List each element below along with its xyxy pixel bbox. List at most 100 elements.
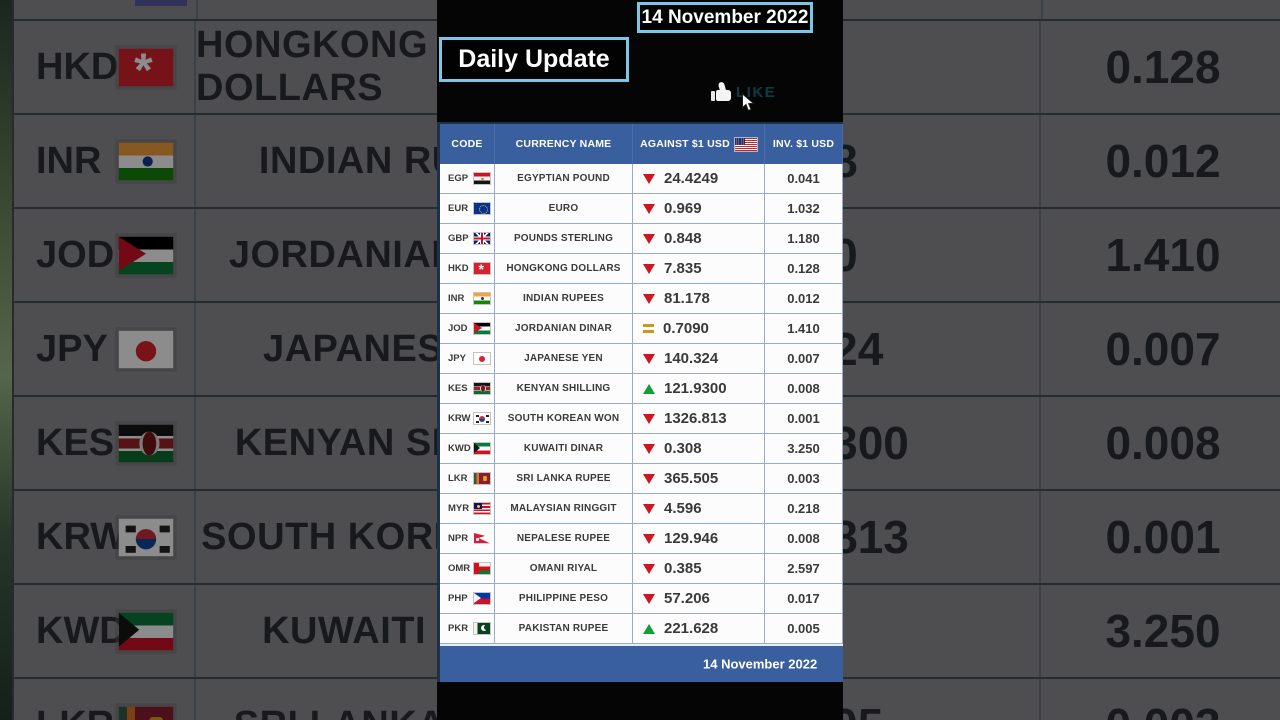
table-row: EGP EGYPTIAN POUND 24.4249 0.041 bbox=[440, 164, 843, 194]
mouse-cursor bbox=[742, 93, 755, 112]
code-cell: GBP bbox=[440, 224, 495, 253]
table-row: PKR PAKISTAN RUPEE 221.628 0.005 bbox=[440, 614, 843, 644]
currency-code: NPR bbox=[448, 533, 469, 544]
currency-code: JPY bbox=[36, 327, 108, 370]
daily-update-badge: Daily Update bbox=[439, 37, 629, 82]
inverse-value: 0.012 bbox=[1105, 135, 1221, 187]
currency-code: EUR bbox=[448, 203, 469, 214]
currency-code: PKR bbox=[448, 623, 469, 634]
table-row: EUR EURO 0.969 1.032 bbox=[440, 194, 843, 224]
inverse-value: 0.005 bbox=[765, 614, 843, 643]
trend-icon bbox=[643, 324, 654, 333]
table-row: JPY JAPANESE YEN 140.324 0.007 bbox=[440, 344, 843, 374]
against-value: 57.206 bbox=[664, 590, 710, 607]
code-cell: HKD bbox=[440, 254, 495, 283]
currency-name: KENYAN SHILLING bbox=[495, 374, 633, 403]
column-divider bbox=[1041, 0, 1043, 19]
against-cell: 4.596 bbox=[633, 494, 765, 523]
currency-name: JAPANESE YEN bbox=[495, 344, 633, 373]
against-value: 0.969 bbox=[664, 200, 702, 217]
code-cell: NPR bbox=[440, 524, 495, 553]
currency-flag-icon bbox=[474, 203, 490, 214]
date-badge: 14 November 2022 bbox=[637, 2, 813, 33]
against-value: 7.835 bbox=[664, 260, 702, 277]
currency-code: JOD bbox=[448, 323, 468, 334]
thumbs-up-icon[interactable] bbox=[709, 82, 733, 103]
footer-date: 14 November 2022 bbox=[703, 656, 818, 672]
header-currency-name: CURRENCY NAME bbox=[495, 124, 633, 164]
code-cell: KES bbox=[440, 374, 495, 403]
against-value: 0.385 bbox=[664, 560, 702, 577]
currency-flag-icon bbox=[474, 563, 490, 574]
against-value: 24.4249 bbox=[664, 170, 719, 187]
inverse-value: 0.003 bbox=[1041, 679, 1280, 720]
currency-code: HKD bbox=[448, 263, 469, 274]
currency-name: OMANI RIYAL bbox=[495, 554, 633, 583]
currency-code: LKR bbox=[448, 473, 468, 484]
inverse-value: 3.250 bbox=[1105, 605, 1221, 657]
code-cell: JOD bbox=[440, 314, 495, 343]
table-row: KRW SOUTH KOREAN WON 1326.813 0.001 bbox=[440, 404, 843, 434]
inverse-value: 0.003 bbox=[765, 464, 843, 493]
against-cell: 7.835 bbox=[633, 254, 765, 283]
inverse-value: 0.007 bbox=[765, 344, 843, 373]
against-value: 0.848 bbox=[664, 230, 702, 247]
currency-flag-icon bbox=[474, 443, 490, 454]
inverse-value: 1.180 bbox=[765, 224, 843, 253]
trend-icon bbox=[643, 593, 655, 604]
currency-flag-icon bbox=[474, 263, 490, 274]
currency-name: NEPALESE RUPEE bbox=[495, 524, 633, 553]
header-inv-usd: INV. $1 USD bbox=[765, 124, 843, 164]
trend-icon bbox=[643, 563, 655, 574]
code-cell: KES bbox=[14, 397, 196, 489]
currency-name: INDIAN RUPEES bbox=[495, 284, 633, 313]
currency-name: SRI LANKA RUPEE bbox=[495, 464, 633, 493]
inverse-value: 0.128 bbox=[765, 254, 843, 283]
against-value: 1326.813 bbox=[664, 410, 727, 427]
table-row: MYR MALAYSIAN RINGGIT 4.596 0.218 bbox=[440, 494, 843, 524]
currency-code: KES bbox=[448, 383, 468, 394]
against-value: 129.946 bbox=[664, 530, 719, 547]
trend-icon bbox=[643, 233, 655, 244]
code-cell: LKR bbox=[440, 464, 495, 493]
code-cell: INR bbox=[440, 284, 495, 313]
trend-icon bbox=[643, 293, 655, 304]
currency-code: MYR bbox=[448, 503, 470, 514]
against-cell: 129.946 bbox=[633, 524, 765, 553]
against-cell: 0.385 bbox=[633, 554, 765, 583]
table-row: NPR NEPALESE RUPEE 129.946 0.008 bbox=[440, 524, 843, 554]
thumb-cuff bbox=[711, 91, 715, 101]
inverse-value: 0.008 bbox=[765, 374, 843, 403]
against-cell: 0.969 bbox=[633, 194, 765, 223]
currency-code: INR bbox=[36, 139, 102, 182]
against-cell: 1326.813 bbox=[633, 404, 765, 433]
trend-icon bbox=[643, 173, 655, 184]
us-flag-icon bbox=[734, 137, 757, 151]
currency-name: JORDANIAN DINAR bbox=[495, 314, 633, 343]
code-cell: PHP bbox=[440, 584, 495, 613]
code-cell: KRW bbox=[14, 491, 196, 583]
currency-code: EGP bbox=[448, 173, 469, 184]
against-cell: 121.9300 bbox=[633, 374, 765, 403]
header-against-usd-label: AGAINST $1 USD bbox=[640, 138, 730, 150]
table-row: HKD HONGKONG DOLLARS 7.835 0.128 bbox=[440, 254, 843, 284]
currency-flag-icon bbox=[474, 293, 490, 304]
table-row: GBP POUNDS STERLING 0.848 1.180 bbox=[440, 224, 843, 254]
video-background-edge bbox=[0, 0, 12, 720]
currency-flag-icon bbox=[474, 233, 490, 244]
currency-flag-icon bbox=[474, 173, 490, 184]
currency-code: JOD bbox=[36, 233, 115, 276]
currency-code: LKR bbox=[36, 704, 114, 720]
currency-name: PAKISTAN RUPEE bbox=[495, 614, 633, 643]
currency-name: KUWAITI DINAR bbox=[495, 434, 633, 463]
code-cell: JPY bbox=[440, 344, 495, 373]
code-cell: LKR bbox=[14, 679, 196, 720]
trend-icon bbox=[643, 263, 655, 274]
trend-icon bbox=[643, 473, 655, 484]
column-divider bbox=[196, 0, 198, 19]
currency-name: EGYPTIAN POUND bbox=[495, 164, 633, 193]
table-row: OMR OMANI RIYAL 0.385 2.597 bbox=[440, 554, 843, 584]
currency-code: JPY bbox=[448, 353, 466, 364]
currency-name: POUNDS STERLING bbox=[495, 224, 633, 253]
against-cell: 81.178 bbox=[633, 284, 765, 313]
